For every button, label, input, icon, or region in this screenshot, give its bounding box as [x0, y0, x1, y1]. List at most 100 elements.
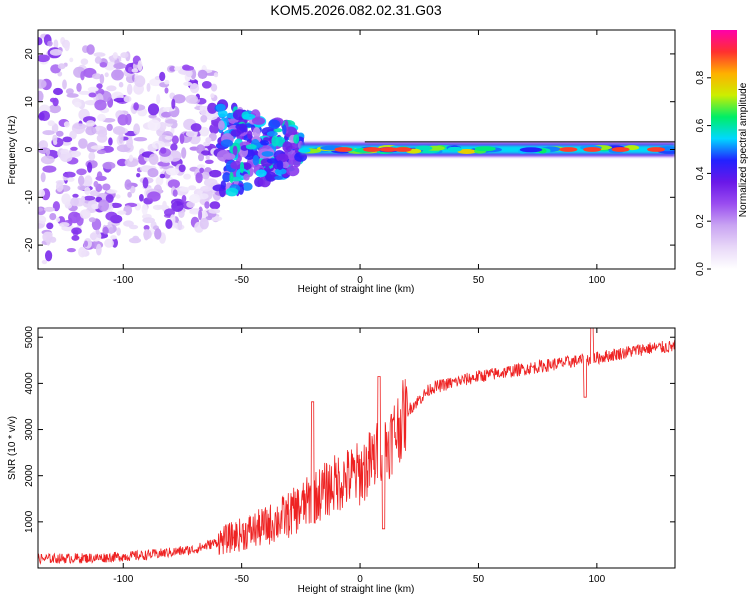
- spectrogram-blob: [87, 162, 93, 173]
- spectrogram-blob: [80, 195, 86, 204]
- spectrogram-blob: [72, 123, 87, 130]
- spectrogram-blob: [239, 161, 245, 174]
- spectrogram-blob: [130, 185, 136, 194]
- spectrogram-blob: [47, 40, 53, 47]
- y-tick-label: 1000: [24, 510, 35, 533]
- spectrogram-blob: [38, 37, 43, 46]
- spectrogram-blob: [87, 86, 99, 92]
- spectrogram-blob: [215, 103, 226, 112]
- spectrogram-blob: [210, 93, 215, 99]
- spectrogram-blob: [210, 83, 218, 92]
- y-tick-label: 20: [24, 48, 35, 60]
- spectrogram-blob: [189, 209, 201, 215]
- spectrogram-blob: [102, 226, 109, 235]
- y-tick-label: 5000: [24, 326, 35, 349]
- spectrogram-peak: [362, 147, 381, 152]
- spectrogram-blob: [149, 78, 163, 87]
- snr-y-ticks: 1000 2000 3000 4000 5000: [24, 326, 675, 533]
- spectrogram-blob: [247, 130, 253, 140]
- snr-plot-area: [38, 328, 675, 568]
- spectrogram-blob: [222, 172, 232, 183]
- spectrogram-blob: [65, 88, 74, 95]
- x-tick-label: -100: [113, 275, 133, 286]
- spectrogram-blob: [38, 112, 45, 121]
- spectrogram-blob: [171, 98, 176, 110]
- y-tick-label: 2000: [24, 464, 35, 487]
- spectrogram-blob: [178, 164, 186, 173]
- spectrogram-blob: [38, 90, 44, 102]
- spectrogram-blob: [266, 131, 278, 137]
- spectrogram-blob: [70, 150, 82, 157]
- spectrogram-blob: [156, 94, 161, 105]
- spectrogram-blob: [80, 58, 89, 65]
- spectrogram-blob: [286, 165, 300, 177]
- spectrogram-blob: [59, 222, 70, 228]
- spectrogram-blob: [204, 159, 214, 164]
- spectrogram-blob: [38, 207, 44, 212]
- spectrogram-blob: [282, 141, 293, 153]
- spectrogram-blob: [287, 149, 296, 161]
- spectrogram-blob: [143, 225, 150, 231]
- x-tick-label: 100: [589, 275, 606, 286]
- spectrogram-blob: [52, 134, 58, 143]
- spectrogram-blob: [251, 117, 266, 125]
- spectrogram-blob: [98, 199, 109, 212]
- spectrogram-blob: [172, 189, 178, 197]
- spectrogram-blob: [147, 168, 159, 178]
- spectrogram-blob: [142, 177, 149, 189]
- spectrogram-blob: [131, 68, 139, 73]
- spectrogram-blob: [261, 151, 274, 157]
- spectrogram-ridge-segment: [447, 146, 462, 152]
- spectrogram-ridge-segment: [415, 145, 433, 151]
- spectrogram-blob: [89, 190, 100, 197]
- spectrogram-blob: [189, 83, 200, 94]
- spectrogram-blob: [77, 185, 87, 191]
- spectrogram-blob: [97, 113, 106, 122]
- spectrogram-blob: [222, 153, 236, 160]
- spectrogram-blob: [170, 143, 178, 152]
- spectrogram-blob: [90, 145, 105, 150]
- spectrogram-blob: [241, 182, 253, 191]
- snr-x-label: Height of straight line (km): [298, 584, 415, 595]
- spectrogram-blob: [112, 126, 126, 135]
- spectrogram-blob: [84, 186, 91, 195]
- spectrogram-peak: [611, 147, 630, 152]
- spectrogram-blob: [188, 185, 197, 191]
- spectrogram-blob: [243, 173, 250, 181]
- spectrogram-blob: [113, 97, 127, 103]
- spectrogram-blob: [129, 224, 139, 230]
- spectrogram-ridge-segment: [519, 147, 543, 153]
- spectrogram-blob: [76, 168, 87, 176]
- y-tick-label: -20: [24, 237, 35, 252]
- spectrogram-blob: [70, 197, 79, 207]
- spectrogram-blob: [59, 151, 73, 163]
- spectrogram-blob: [293, 134, 300, 144]
- spectrogram-blob: [91, 203, 100, 210]
- spectrogram-blob: [165, 167, 179, 176]
- spectrogram-blob: [96, 149, 106, 155]
- spectrogram-blob: [40, 172, 46, 183]
- spectrogram-blob: [63, 121, 70, 128]
- spectrogram-blob: [185, 69, 193, 78]
- spectrogram-blob: [38, 189, 46, 197]
- spectrogram-blob: [147, 119, 161, 131]
- spectrogram-blob: [174, 66, 181, 72]
- spectrogram-blob: [56, 181, 64, 192]
- spectrogram-blob: [73, 101, 82, 108]
- colorbar-label: Normalized spectral amplitude: [738, 82, 749, 217]
- spectrogram-blob: [38, 223, 45, 229]
- spectrogram-blob: [95, 125, 100, 132]
- colorbar-tick-label: 0.0: [695, 262, 706, 276]
- y-tick-label: 10: [24, 96, 35, 108]
- spectrogram-blob: [128, 154, 134, 162]
- spectrogram-blob: [69, 130, 77, 140]
- spectrogram-blob: [281, 161, 290, 169]
- spectrogram-blob: [105, 194, 114, 203]
- y-tick-label: 3000: [24, 418, 35, 441]
- x-tick-label: 50: [473, 275, 485, 286]
- figure-title: KOM5.2026.082.02.31.G03: [270, 2, 441, 18]
- spectrogram-blob: [79, 209, 91, 220]
- snr-x-ticks: -100 -50 0 50 100: [113, 328, 606, 585]
- spectrogram-blob: [155, 176, 164, 186]
- spectrogram-blob: [274, 175, 283, 180]
